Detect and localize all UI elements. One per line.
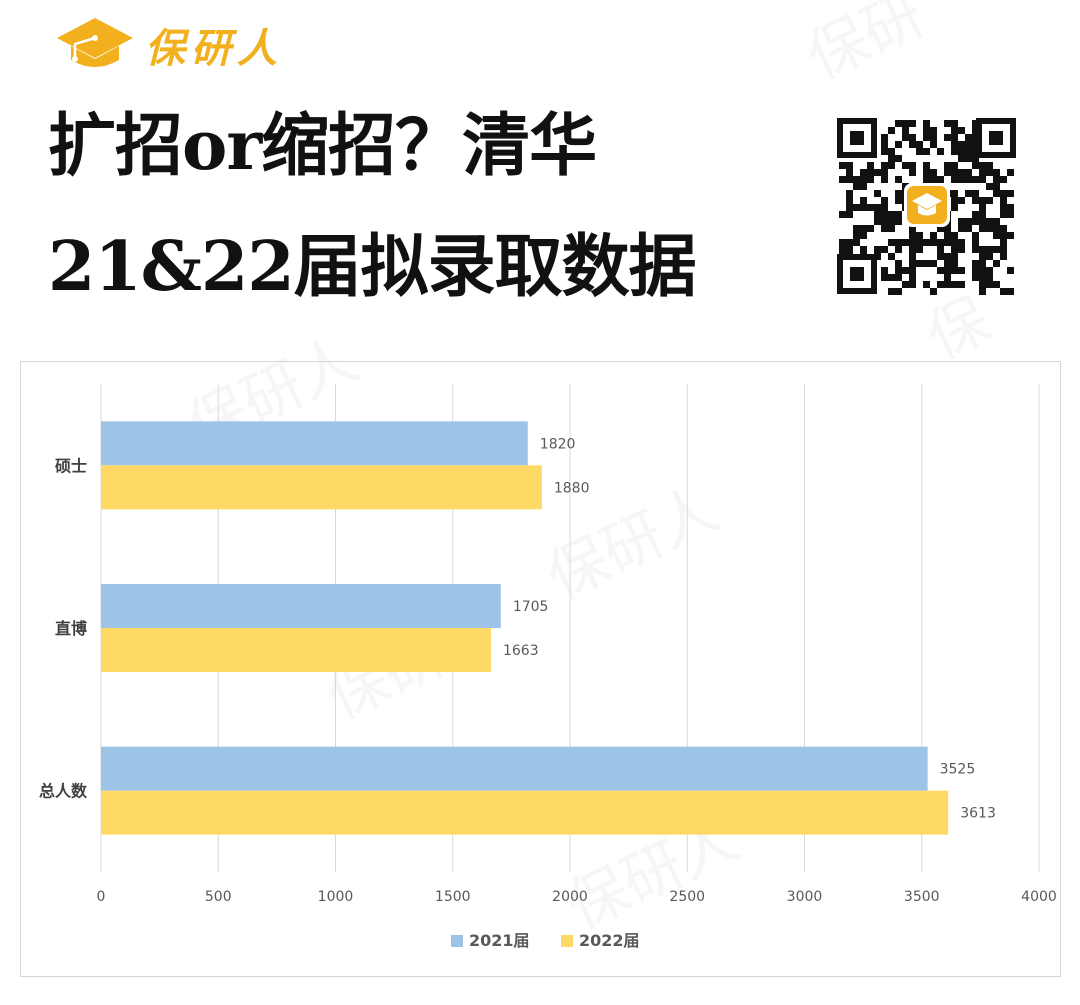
bar: [101, 790, 949, 835]
y-category-label: 总人数: [39, 782, 88, 801]
data-label: 1663: [503, 643, 539, 659]
bar: [101, 628, 491, 672]
legend-swatch: [451, 935, 463, 947]
bar-chart: 0 500 1000 1500 2000 2500 3000 3500 4000 硕士 1820 18…: [39, 384, 1057, 950]
x-tick-label: 3000: [787, 889, 823, 905]
x-tick-label: 1500: [435, 889, 471, 905]
x-tick-label: 2500: [669, 889, 705, 905]
x-tick-label: 3500: [904, 889, 940, 905]
qr-code-icon: [836, 117, 1017, 295]
x-tick-label: 0: [97, 889, 106, 905]
headline-line-1: 扩招or缩招？清华: [48, 106, 597, 186]
legend-label: 2022届: [579, 931, 640, 950]
brand-logo: 保研人: [55, 14, 283, 76]
x-tick-label: 4000: [1021, 889, 1057, 905]
x-tick-label: 2000: [552, 889, 588, 905]
graduation-cap-icon: [57, 18, 133, 67]
data-label: 1880: [554, 480, 590, 496]
data-label: 3613: [960, 806, 996, 822]
bar: [101, 465, 542, 510]
x-tick-label: 1000: [318, 889, 354, 905]
headline-line-2: 21&22届拟录取数据: [48, 227, 697, 307]
legend-label: 2021届: [469, 931, 530, 950]
bar: [101, 584, 501, 628]
x-tick-label: 500: [205, 889, 232, 905]
data-label: 1820: [540, 436, 576, 452]
brand-name: 保研人: [145, 25, 283, 72]
y-category-label: 硕士: [55, 456, 87, 475]
bar: [101, 746, 928, 791]
data-label: 1705: [513, 599, 549, 615]
svg-text:保研: 保研: [797, 0, 935, 94]
data-label: 3525: [940, 762, 976, 778]
legend-swatch: [561, 935, 573, 947]
bar: [101, 421, 528, 466]
chart-frame: 0 500 1000 1500 2000 2500 3000 3500 4000 硕士 1820 18…: [20, 361, 1061, 977]
y-category-label: 直博: [55, 619, 87, 638]
